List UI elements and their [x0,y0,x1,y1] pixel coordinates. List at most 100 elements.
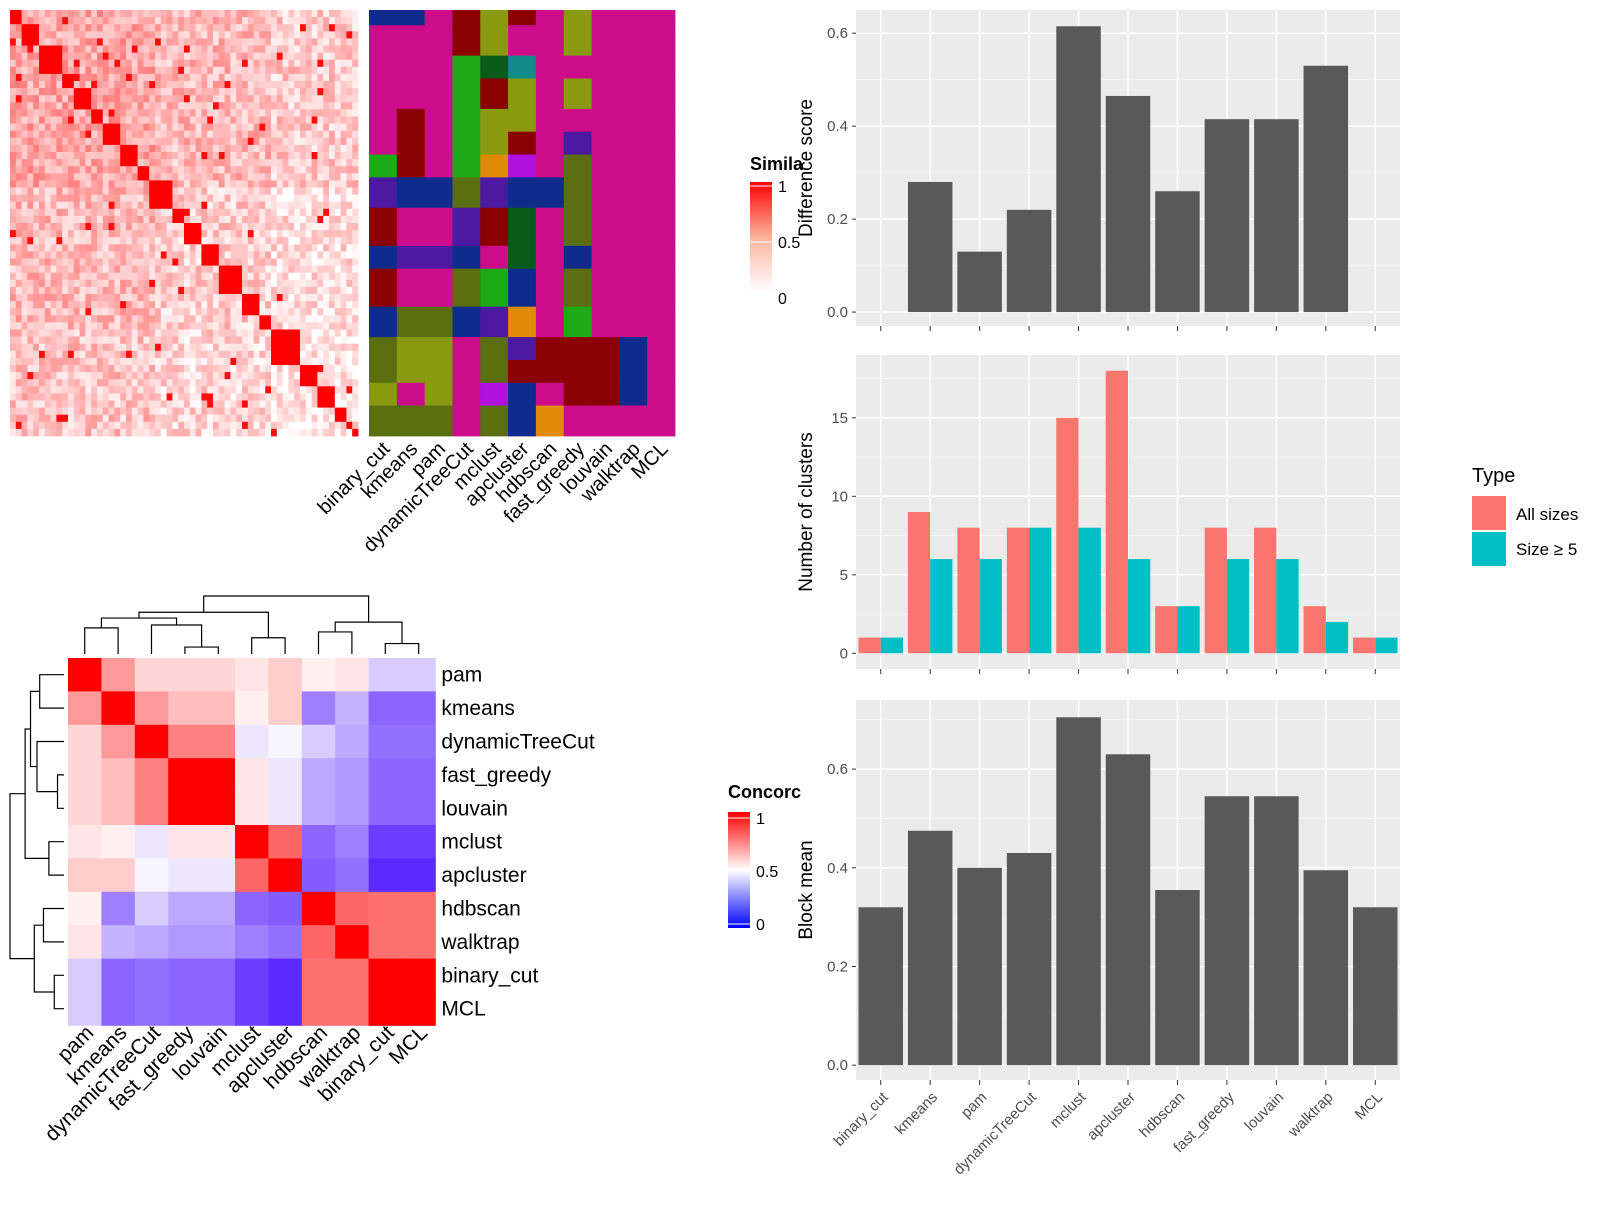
cluster-label-cell [591,131,620,155]
similarity-cell [195,109,202,117]
similarity-cell [44,88,51,96]
similarity-cell [56,400,63,408]
similarity-cell [56,102,63,110]
similarity-cell [178,59,185,68]
similarity-cell [282,152,289,160]
similarity-cell [97,365,104,373]
similarity-cell [178,365,185,373]
similarity-cell [27,130,34,139]
similarity-cell [97,350,104,359]
similarity-cell [271,66,278,75]
similarity-cell [108,379,115,387]
similarity-cell [242,230,249,238]
similarity-cell [120,237,127,245]
concordance-cell [402,925,436,959]
similarity-cell [149,343,156,352]
similarity-cell [68,152,75,160]
similarity-cell [97,194,104,203]
similarity-cell [73,52,80,61]
similarity-cell [340,116,347,124]
similarity-cell [352,17,359,25]
similarity-cell [108,17,115,25]
similarity-cell [21,386,28,394]
similarity-cell [236,379,243,387]
similarity-cell [340,66,347,75]
similarity-cell [282,294,289,302]
similarity-cell [334,407,341,416]
similarity-cell [21,66,28,75]
similarity-cell [160,343,167,352]
cluster-label-cell [563,131,592,155]
similarity-cell [62,73,69,82]
similarity-cell [218,166,225,174]
similarity-cell [259,17,266,25]
similarity-cell [236,336,243,345]
similarity-cell [50,365,57,373]
similarity-cell [50,52,57,61]
similarity-cell [120,336,127,345]
similarity-cell [288,393,295,401]
similarity-cell [160,230,167,238]
similarity-cell [352,265,359,274]
similarity-cell [155,95,162,103]
similarity-cell [68,301,75,309]
similarity-cell [39,180,46,188]
similarity-cell [143,201,150,210]
similarity-cell [10,308,17,316]
similarity-cell [44,38,51,46]
similarity-cell [44,308,51,316]
similarity-cell [311,414,318,423]
similarity-cell [300,322,307,330]
similarity-cell [50,95,57,103]
similarity-cell [242,329,249,337]
similarity-cell [282,81,289,89]
similarity-cell [323,372,330,380]
similarity-cell [10,407,17,416]
similarity-cell [178,421,185,430]
cluster-label-cell [480,177,509,209]
similarity-cell [242,379,249,387]
similarity-cell [97,372,104,380]
bar [957,251,1002,313]
similarity-cell [15,17,22,25]
similarity-cell [276,166,283,174]
similarity-cell [340,95,347,103]
similarity-cell [242,152,249,160]
similarity-cell [27,407,34,416]
concordance-row-label: binary_cut [441,964,538,987]
similarity-cell [56,251,63,259]
similarity-cell [201,66,208,75]
similarity-cell [143,308,150,316]
similarity-cell [189,208,196,217]
similarity-cell [282,59,289,68]
similarity-cell [305,17,312,25]
similarity-cell [317,180,324,188]
similarity-cell [97,24,104,32]
similarity-cell [50,201,57,210]
similarity-cell [305,137,312,146]
similarity-cell [282,343,289,352]
similarity-cell [352,350,359,359]
similarity-cell [236,31,243,39]
similarity-cell [79,372,86,380]
similarity-cell [160,414,167,423]
similarity-cell [160,379,167,387]
similarity-cell [62,329,69,337]
similarity-cell [102,38,109,46]
similarity-cell [56,414,63,423]
similarity-cell [276,244,283,252]
similarity-cell [68,343,75,352]
similarity-cell [178,159,185,167]
similarity-cell [259,59,266,68]
cluster-label-cell [369,78,398,110]
similarity-cell [242,343,249,352]
similarity-cell [311,301,318,309]
similarity-cell [213,322,220,330]
similarity-cell [305,223,312,231]
similarity-cell [259,73,266,82]
similarity-cell [282,315,289,323]
similarity-cell [73,152,80,160]
similarity-cell [50,308,57,316]
similarity-cell [44,144,51,153]
similarity-cell [305,215,312,224]
